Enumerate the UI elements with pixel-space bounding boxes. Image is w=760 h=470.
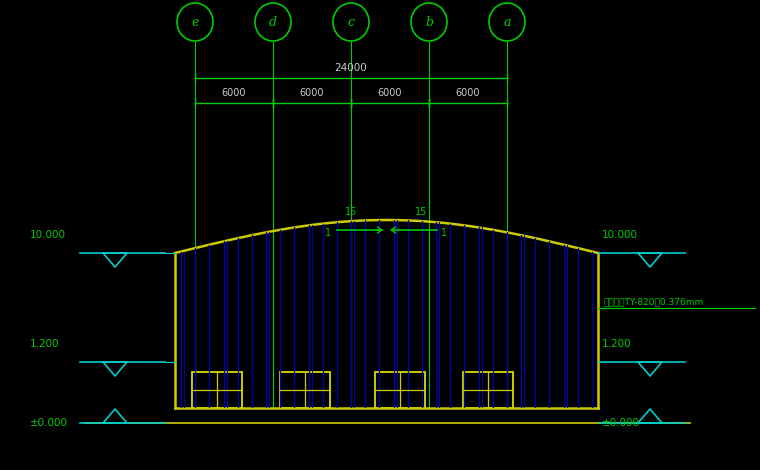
Bar <box>280 372 330 408</box>
Text: 24000: 24000 <box>334 63 367 73</box>
Text: 6000: 6000 <box>456 88 480 98</box>
Text: d: d <box>269 16 277 29</box>
Text: 6000: 6000 <box>299 88 325 98</box>
Text: 15: 15 <box>345 207 358 217</box>
Text: b: b <box>425 16 433 29</box>
Text: e: e <box>192 16 198 29</box>
Bar <box>375 372 425 408</box>
Text: ±0.000: ±0.000 <box>30 418 68 428</box>
Text: 10.000: 10.000 <box>30 230 66 240</box>
Text: 6000: 6000 <box>222 88 246 98</box>
Text: a: a <box>503 16 511 29</box>
Text: 1: 1 <box>442 228 448 238</box>
Text: 6000: 6000 <box>378 88 402 98</box>
Text: 10.000: 10.000 <box>602 230 638 240</box>
Text: 15: 15 <box>415 207 428 217</box>
Text: 1.200: 1.200 <box>602 339 632 349</box>
Text: ±0.000: ±0.000 <box>602 418 640 428</box>
Bar <box>463 372 513 408</box>
Text: c: c <box>347 16 354 29</box>
Bar <box>192 372 242 408</box>
Text: 墙面彩板TY-820型0.376mm: 墙面彩板TY-820型0.376mm <box>603 297 703 306</box>
Text: 1: 1 <box>325 228 331 238</box>
Text: 1.200: 1.200 <box>30 339 59 349</box>
